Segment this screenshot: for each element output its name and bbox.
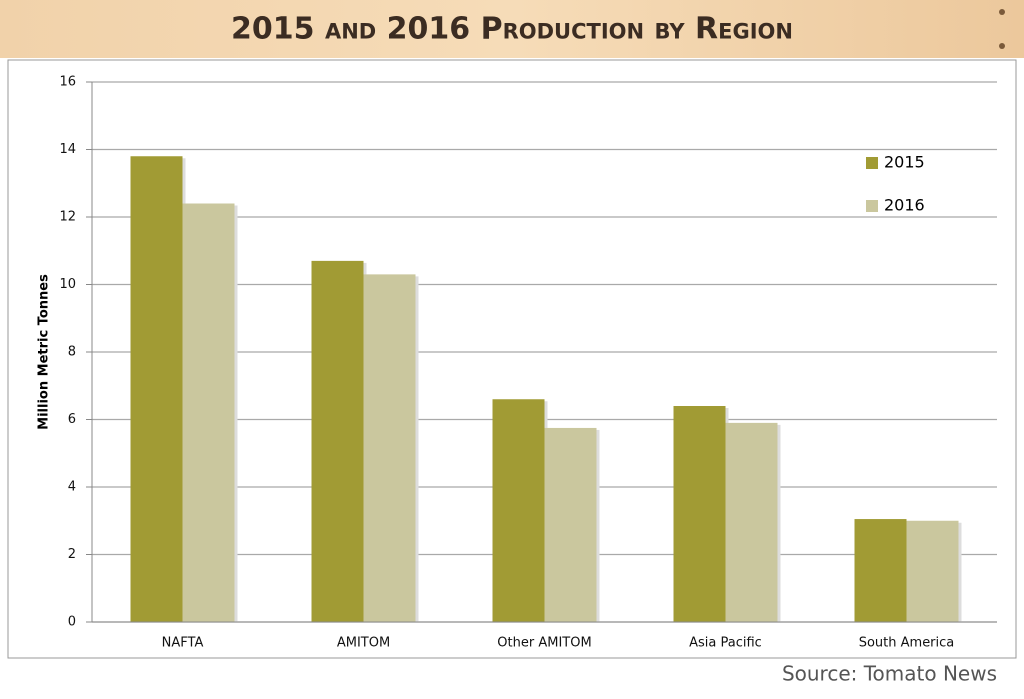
legend-label: 2016 — [884, 196, 925, 215]
bar — [311, 260, 364, 622]
y-tick-label: 10 — [59, 277, 76, 292]
bar — [363, 274, 416, 622]
chart-title: 2015 and 2016 Production by Region — [231, 12, 793, 47]
x-tick-label: Asia Pacific — [689, 636, 762, 651]
y-tick-label: 6 — [68, 412, 76, 427]
source-note: Source: Tomato News — [782, 662, 997, 686]
y-tick-label: 8 — [68, 345, 76, 360]
x-tick-label: Other AMITOM — [497, 636, 591, 651]
legend-label: 2015 — [884, 153, 925, 172]
y-tick-label: 0 — [68, 615, 76, 630]
bar — [492, 399, 545, 622]
header-bar — [0, 0, 1024, 58]
bar — [182, 203, 235, 622]
y-tick-label: 2 — [68, 547, 76, 562]
y-tick-label: 12 — [59, 210, 76, 225]
nail — [999, 43, 1005, 49]
bar — [906, 520, 959, 622]
nail — [999, 9, 1005, 15]
y-tick-label: 14 — [59, 142, 76, 157]
y-tick-label: 16 — [59, 75, 76, 90]
y-axis-label: Million Metric Tonnes — [37, 274, 52, 430]
y-tick-label: 4 — [68, 480, 76, 495]
legend-swatch — [866, 157, 878, 169]
x-tick-label: AMITOM — [337, 636, 390, 651]
bar — [130, 156, 183, 622]
bar — [854, 519, 907, 622]
bar — [544, 427, 597, 622]
bar — [725, 422, 778, 622]
legend-swatch — [866, 200, 878, 212]
bar — [673, 406, 726, 622]
x-tick-label: NAFTA — [162, 636, 204, 651]
x-tick-label: South America — [859, 636, 955, 651]
